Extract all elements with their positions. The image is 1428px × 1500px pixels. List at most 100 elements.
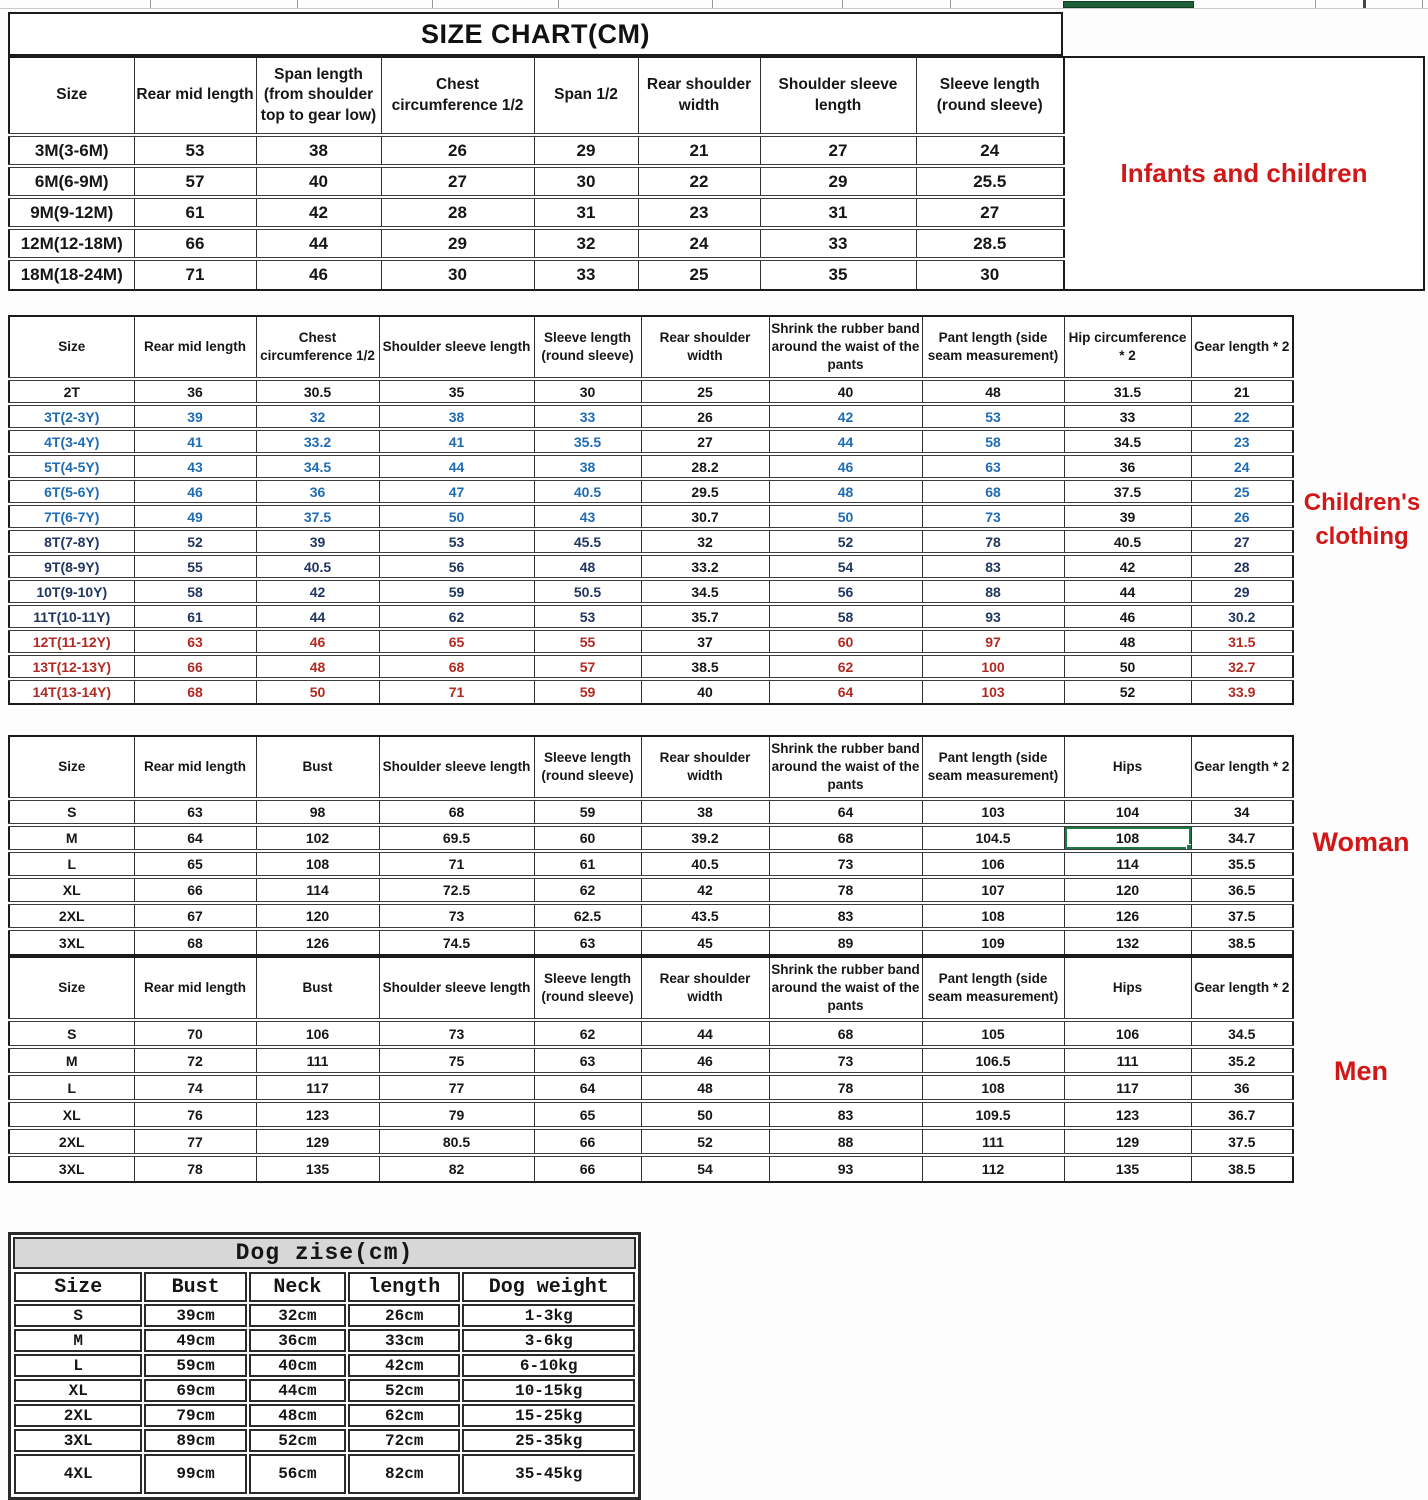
table-row: 12T(11-12Y) 63 46 65 55 37 60 97 48 31.5 <box>9 627 1293 654</box>
table-cell: 31 <box>533 195 638 228</box>
table-cell: 114 <box>255 875 379 903</box>
table-cell: 109.5 <box>921 1099 1064 1128</box>
table-row: 3M(3-6M) 53 38 26 29 21 27 24 <box>9 133 1064 166</box>
column-header: Hip circumference * 2 <box>1063 316 1191 379</box>
table-cell: 67 <box>133 901 256 929</box>
table-cell: 111 <box>255 1045 379 1074</box>
table-cell: 89 <box>768 927 922 955</box>
table-cell: 98 <box>255 797 379 825</box>
table-cell: 64 <box>133 823 256 851</box>
table-cell: XL <box>9 875 134 903</box>
spreadsheet-tick <box>1422 0 1423 8</box>
table-cell: 35 <box>378 377 534 404</box>
column-header: Bust <box>255 736 379 799</box>
header-row: Size Rear mid length Bust Shoulder sleeve l… <box>9 957 1293 1020</box>
table-cell: 38.5 <box>1190 927 1293 955</box>
table-cell: 50 <box>640 1099 769 1128</box>
table-cell: 21 <box>637 133 760 166</box>
table-cell: M <box>9 1045 134 1074</box>
table-cell: 28.2 <box>640 452 769 479</box>
table-cell: 40.5 <box>255 552 379 579</box>
table-cell: 123 <box>255 1099 379 1128</box>
table-cell: 50.5 <box>533 577 641 604</box>
table-cell: 79cm <box>144 1404 247 1427</box>
table-cell: 129 <box>1063 1126 1191 1155</box>
table-cell: 71 <box>133 257 256 290</box>
table-cell: 71 <box>378 849 534 877</box>
dog-size-table: Size Bust Neck length Dog weight S 39cm 32cm 26… <box>12 1270 637 1496</box>
table-cell: 32 <box>533 226 638 259</box>
column-header: Rear shoulder width <box>640 316 769 379</box>
dog-table-title: Dog zise(cm) <box>13 1237 636 1269</box>
table-cell: L <box>14 1354 143 1377</box>
table-cell: 104.5 <box>921 823 1064 851</box>
table-cell: 59 <box>378 577 534 604</box>
table-row: L 59cm 40cm 42cm 6-10kg <box>14 1354 635 1377</box>
table-cell: 120 <box>1063 875 1191 903</box>
column-header: Gear length * 2 <box>1190 316 1293 379</box>
table-cell: 46 <box>1063 602 1191 629</box>
table-cell: 103 <box>921 677 1064 704</box>
table-row: 18M(18-24M) 71 46 30 33 25 35 30 <box>9 257 1064 290</box>
table-cell: 24 <box>637 226 760 259</box>
table-cell: 18M(18-24M) <box>9 257 134 290</box>
table-row: 3XL 89cm 52cm 72cm 25-35kg <box>14 1429 635 1452</box>
table-cell: 68 <box>133 927 256 955</box>
table-cell: 55 <box>133 552 256 579</box>
table-cell: 66 <box>533 1126 641 1155</box>
table-cell: 64 <box>533 1072 641 1101</box>
column-header: Shoulder sleeve length <box>378 736 534 799</box>
column-header: Sleeve length (round sleeve) <box>533 957 641 1020</box>
table-cell: 25-35kg <box>462 1429 635 1452</box>
table-cell: 10-15kg <box>462 1379 635 1402</box>
table-cell: 36 <box>255 477 379 504</box>
table-cell: 26 <box>640 402 769 429</box>
table-cell: 63 <box>533 1045 641 1074</box>
column-header: Size <box>14 1272 143 1302</box>
table-cell: 44 <box>1063 577 1191 604</box>
table-cell: 78 <box>921 527 1064 554</box>
column-header: Rear shoulder width <box>640 736 769 799</box>
table-cell: 63 <box>133 627 256 654</box>
table-cell: 58 <box>921 427 1064 454</box>
table-cell: 109 <box>921 927 1064 955</box>
table-cell: 30 <box>533 164 638 197</box>
table-cell: 135 <box>255 1153 379 1182</box>
table-cell: 21 <box>1190 377 1293 404</box>
table-cell: 117 <box>255 1072 379 1101</box>
table-cell: 34.5 <box>640 577 769 604</box>
table-cell: 30 <box>533 377 641 404</box>
table-cell: 60 <box>533 823 641 851</box>
table-cell: 38 <box>640 797 769 825</box>
table-cell: 36 <box>133 377 256 404</box>
table-cell: 26cm <box>348 1304 461 1327</box>
table-cell: 71 <box>378 677 534 704</box>
table-cell: 40 <box>768 377 922 404</box>
column-header: Size <box>56 86 88 104</box>
table-cell: 38 <box>378 402 534 429</box>
table-cell: 44 <box>378 452 534 479</box>
column-header: Size <box>58 980 86 996</box>
table-cell: 37 <box>640 627 769 654</box>
column-header: Neck <box>248 1272 347 1302</box>
table-cell: 66 <box>533 1153 641 1182</box>
column-header: Gear length * 2 <box>1190 957 1293 1020</box>
table-cell: 9T(8-9Y) <box>9 552 134 579</box>
table-cell: 52cm <box>348 1379 461 1402</box>
table-cell: 50 <box>768 502 922 529</box>
table-cell: 126 <box>255 927 379 955</box>
table-cell: 3-6kg <box>462 1329 635 1352</box>
table-row: 9M(9-12M) 61 42 28 31 23 31 27 <box>9 195 1064 228</box>
table-cell: 83 <box>768 901 922 929</box>
table-row: 6M(6-9M) 57 40 27 30 22 29 25.5 <box>9 164 1064 197</box>
table-cell: 50 <box>1063 652 1191 679</box>
table-cell: 106.5 <box>921 1045 1064 1074</box>
table-cell: 22 <box>637 164 760 197</box>
table-cell: 62 <box>378 602 534 629</box>
table-cell: 73 <box>378 901 534 929</box>
section-label: Infants and children <box>1120 158 1368 188</box>
table-cell: 40 <box>255 164 381 197</box>
table-cell: 29.5 <box>640 477 769 504</box>
table-cell: 72.5 <box>378 875 534 903</box>
table-cell: 74 <box>133 1072 256 1101</box>
